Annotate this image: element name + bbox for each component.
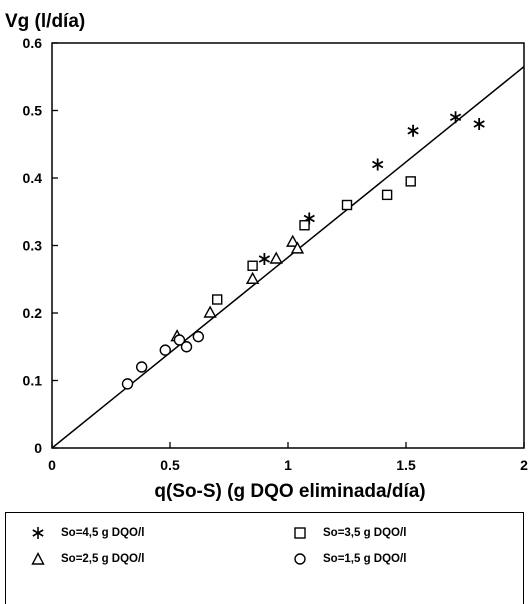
y-tick-label: 0.4 (23, 170, 43, 186)
square-point (381, 189, 393, 201)
legend-label: So=1,5 g DQO/l (323, 553, 407, 565)
asterisk-marker-icon (32, 527, 44, 539)
circle-point (159, 344, 171, 356)
circle-point (121, 378, 134, 390)
y-tick-label: 0.5 (23, 103, 43, 119)
square-point (405, 176, 416, 187)
circle-marker-icon (294, 553, 306, 565)
axis-ticks: 0 0.5 1 1.5 2 0 0.1 0.2 0.3 0.4 0.5 0.6 (23, 35, 529, 473)
legend-label: So=2,5 g DQO/l (61, 553, 145, 565)
circle-point (173, 334, 186, 346)
asterisk-point (473, 118, 485, 130)
legend-item-so-2-5: So=2,5 g DQO/l (31, 552, 144, 566)
circle-point (135, 361, 148, 373)
square-point (211, 294, 223, 305)
triangle-point (269, 251, 283, 264)
x-tick-label: 0 (48, 457, 56, 473)
legend: So=4,5 g DQO/l So=3,5 g DQO/l So=2,5 g D… (5, 512, 524, 604)
y-tick-label: 0.2 (23, 305, 43, 321)
legend-item-so-4-5: So=4,5 g DQO/l (31, 526, 144, 540)
y-tick-label: 0.1 (23, 373, 43, 389)
data-points (121, 111, 485, 390)
x-tick-label: 0.5 (160, 457, 180, 473)
square-marker-icon (294, 527, 306, 539)
square-point (341, 199, 353, 211)
x-tick-label: 1.5 (396, 457, 416, 473)
regression-line (51, 66, 525, 449)
triangle-point (245, 271, 260, 284)
legend-item-so-3-5: So=3,5 g DQO/l (293, 526, 406, 540)
legend-label: So=3,5 g DQO/l (323, 527, 407, 539)
x-tick-label: 1 (284, 457, 292, 473)
legend-label: So=4,5 g DQO/l (61, 527, 145, 539)
x-axis-label: q(So-S) (g DQO eliminada/día) (154, 481, 425, 502)
circle-point (192, 330, 205, 343)
square-point (299, 220, 310, 231)
y-tick-label: 0 (34, 440, 42, 456)
y-tick-label: 0.3 (23, 238, 43, 254)
triangle-marker-icon (31, 552, 45, 565)
y-axis-label: Vg (l/día) (5, 11, 85, 32)
scatter-chart: Vg (l/día) q(So-S) (g DQO eliminada/día)… (5, 11, 529, 502)
asterisk-point (258, 253, 271, 265)
square-point (247, 260, 258, 271)
y-tick-label: 0.6 (23, 35, 43, 51)
triangle-point (203, 305, 217, 318)
triangle-point (286, 234, 300, 247)
asterisk-point (449, 111, 462, 124)
x-tick-label: 2 (520, 457, 528, 473)
triangle-point (290, 241, 305, 254)
circle-point (180, 341, 193, 353)
legend-item-so-1-5: So=1,5 g DQO/l (293, 552, 406, 566)
asterisk-point (407, 124, 419, 137)
asterisk-point (372, 158, 384, 171)
fit-line (51, 66, 525, 449)
